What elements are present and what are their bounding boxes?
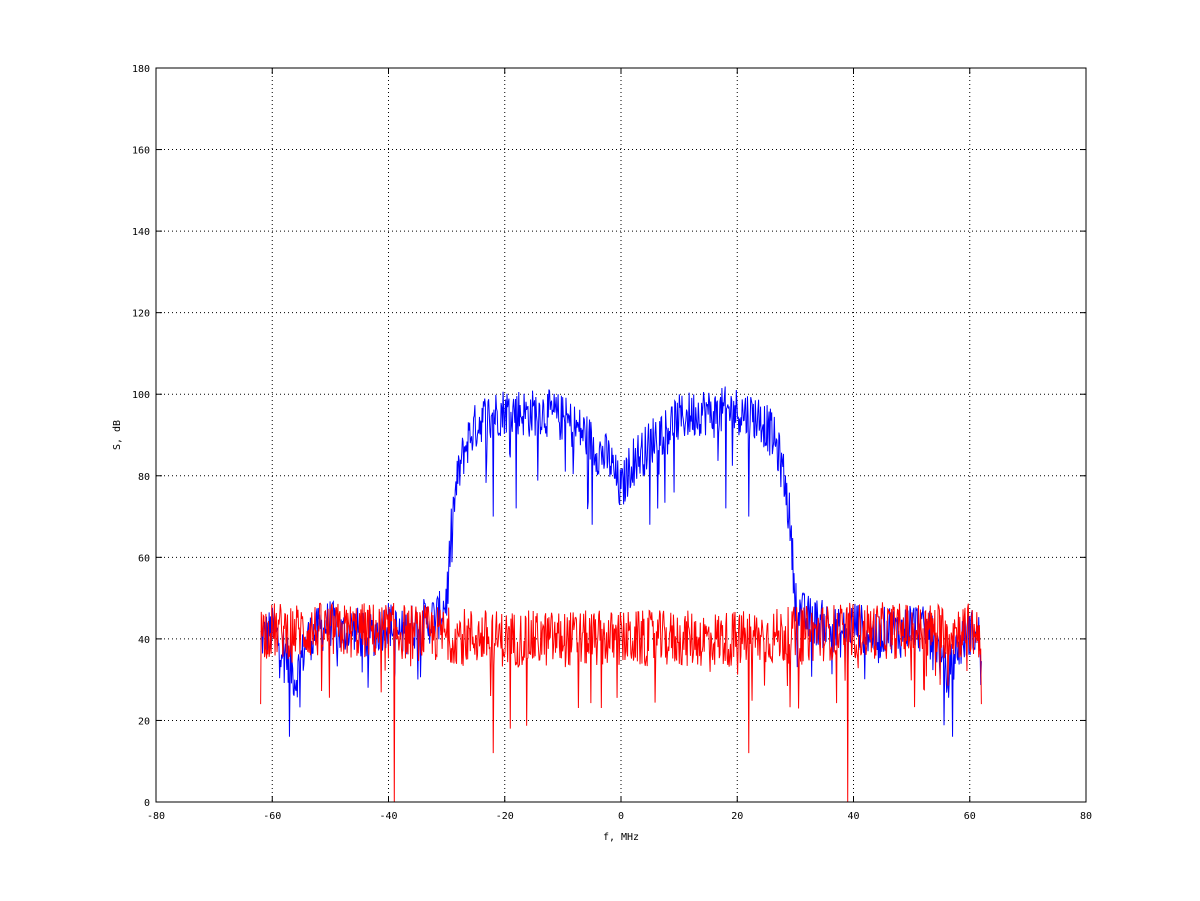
series-layer: [260, 386, 982, 803]
y-tick-label: 60: [138, 553, 150, 564]
y-tick-label: 20: [138, 716, 150, 727]
y-tick-label: 160: [132, 146, 150, 157]
axis-ticks: -80 -60 -40 -20 0 20 40 60 80 0 20 40 60 80 100 120 140 1…: [132, 64, 1092, 822]
x-tick-label: 40: [847, 811, 859, 822]
y-tick-label: 120: [132, 309, 150, 320]
series-line-2: [260, 602, 982, 803]
x-tick-label: -60: [263, 811, 281, 822]
x-axis-label: f, MHz: [603, 832, 639, 843]
x-tick-label: -80: [147, 811, 165, 822]
x-tick-label: -40: [379, 811, 397, 822]
y-tick-label: 0: [144, 798, 150, 809]
y-axis-label: S, dB: [112, 420, 123, 450]
x-tick-label: 60: [964, 811, 976, 822]
y-tick-label: 100: [132, 390, 150, 401]
x-tick-label: 20: [731, 811, 743, 822]
x-tick-label: 80: [1080, 811, 1092, 822]
x-tick-label: -20: [496, 811, 514, 822]
y-tick-label: 140: [132, 227, 150, 238]
y-tick-label: 180: [132, 64, 150, 75]
y-tick-label: 40: [138, 635, 150, 646]
x-tick-label: 0: [618, 811, 624, 822]
y-tick-label: 80: [138, 472, 150, 483]
